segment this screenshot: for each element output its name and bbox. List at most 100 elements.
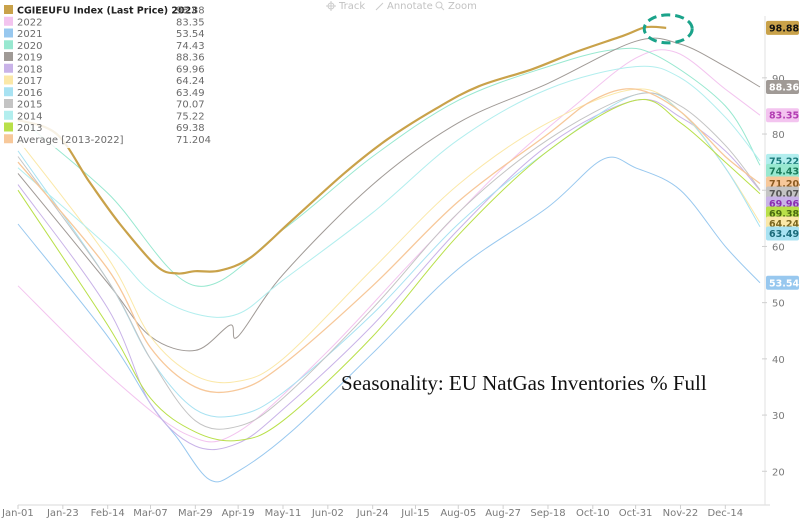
x-tick-label: Oct-31 (619, 508, 653, 519)
legend-swatch (4, 5, 13, 14)
badge-background (766, 226, 799, 241)
x-tick-label: Mar-07 (133, 508, 168, 519)
series-line-cgieeufu-index-last-price-2023 (17, 25, 667, 275)
legend-item-2022[interactable]: 2022 83.35 (4, 16, 205, 29)
last-value-badge-cgieeufu-index-last-price-2023: 98.88 (766, 20, 799, 35)
legend-item-2020[interactable]: 2020 74.43 (4, 40, 205, 52)
badge-value: 74.43 (769, 166, 799, 177)
badge-background (766, 108, 799, 123)
legend-swatch (4, 40, 13, 50)
legend-swatch (4, 122, 13, 132)
badge-value: 64.24 (769, 219, 799, 230)
legend-value: 88.36 (176, 53, 205, 64)
legend-label: 2019 (17, 53, 42, 64)
annotate-label: Annotate (387, 1, 433, 12)
legend-value: 69.38 (176, 123, 205, 134)
badge-background (766, 163, 799, 178)
magnifier-icon (435, 1, 445, 11)
badge-value: 70.07 (769, 189, 799, 200)
legend-swatch (4, 87, 13, 97)
legend-swatch (4, 75, 13, 85)
y-tick-label: 90 (772, 74, 785, 85)
x-tick-label: Apr-19 (222, 508, 255, 519)
last-value-badge-2020: 74.43 (766, 163, 799, 178)
chart-toolbar: Track Annotate Zoom (326, 1, 477, 12)
latest-value-highlight-circle (642, 13, 694, 45)
legend-value: 69.96 (176, 64, 205, 75)
x-tick-label: Aug-27 (485, 508, 521, 519)
legend-value: 74.43 (176, 41, 205, 52)
legend-label: 2021 (17, 29, 42, 40)
legend-swatch (4, 134, 13, 144)
legend-swatch (4, 52, 13, 61)
legend-item-2016[interactable]: 2016 63.49 (4, 87, 205, 99)
legend-swatch (4, 63, 13, 73)
track-button[interactable]: Track (326, 1, 365, 12)
legend-item-2013[interactable]: 2013 69.38 (4, 122, 205, 135)
legend-item-2019[interactable]: 2019 88.36 (4, 52, 205, 64)
y-tick-label: 20 (772, 467, 785, 478)
legend-value: 63.49 (176, 88, 205, 99)
legend-value: 98.88 (176, 6, 205, 17)
legend-item-2017[interactable]: 2017 64.24 (4, 75, 205, 88)
badge-value: 98.88 (769, 23, 799, 34)
badge-value: 83.35 (769, 111, 799, 122)
x-tick-label: May-11 (265, 508, 302, 519)
x-tick-label: Jun-02 (311, 508, 344, 519)
x-tick-label: Jul-15 (400, 508, 429, 519)
legend-item-average-2013-2022[interactable]: Average [2013-2022] 71.204 (4, 134, 211, 146)
chart-annotation: Seasonality: EU NatGas Inventories % Ful… (341, 371, 707, 395)
legend-item-2014[interactable]: 2014 75.22 (4, 110, 205, 123)
last-value-badge-2016: 63.49 (766, 226, 799, 241)
badge-value: 71.204 (769, 179, 800, 190)
y-tick-label: 30 (772, 411, 785, 422)
x-tick-label: Jan-01 (1, 508, 34, 519)
series-line-2015 (17, 92, 761, 430)
badge-value: 75.22 (769, 156, 799, 167)
series-line-2018 (17, 98, 761, 451)
legend-swatch (4, 99, 13, 108)
x-tick-label: Dec-14 (707, 508, 743, 519)
legend-item-2021[interactable]: 2021 53.54 (4, 28, 205, 41)
x-tick-label: Aug-05 (440, 508, 476, 519)
x-tick-label: Oct-10 (576, 508, 610, 519)
last-value-badge-2022: 83.35 (766, 108, 799, 123)
legend-value: 70.07 (176, 100, 205, 111)
badge-value: 63.49 (769, 229, 799, 240)
legend-label: CGIEEUFU Index (Last Price) 2023 (17, 6, 198, 17)
legend-swatch (4, 28, 13, 38)
legend-item-2018[interactable]: 2018 69.96 (4, 63, 205, 76)
legend-label: 2022 (17, 17, 42, 28)
badge-background (766, 20, 799, 35)
x-tick-label: Feb-14 (91, 508, 125, 519)
series-layer (17, 25, 761, 483)
legend-value: 53.54 (176, 29, 205, 40)
zoom-button[interactable]: Zoom (435, 1, 477, 12)
y-tick-label: 50 (772, 299, 785, 310)
legend-label: 2017 (17, 76, 42, 87)
zoom-label: Zoom (448, 1, 477, 12)
legend-value: 64.24 (176, 76, 205, 87)
badge-value: 69.96 (769, 199, 799, 210)
annotate-button[interactable]: Annotate (375, 1, 433, 12)
series-line-2014 (17, 65, 761, 318)
badge-background (766, 80, 799, 95)
legend-label: Average [2013-2022] (17, 135, 124, 146)
legend-swatch (4, 110, 13, 120)
legend-label: 2015 (17, 100, 42, 111)
x-tick-label: Jun-24 (356, 508, 389, 519)
legend: CGIEEUFU Index (Last Price) 202398.88202… (2, 2, 211, 148)
series-line-average-2013-2022 (17, 88, 761, 394)
legend-item-2015[interactable]: 2015 70.07 (4, 99, 205, 111)
x-tick-label: Sep-18 (530, 508, 565, 519)
last-value-badge-2021: 53.54 (766, 275, 799, 290)
x-tick-label: Jan-23 (46, 508, 79, 519)
x-tick-label: Nov-22 (663, 508, 699, 519)
pencil-icon (375, 2, 384, 11)
legend-label: 2013 (17, 123, 42, 134)
legend-background (2, 2, 174, 148)
badge-value: 88.36 (769, 83, 799, 94)
